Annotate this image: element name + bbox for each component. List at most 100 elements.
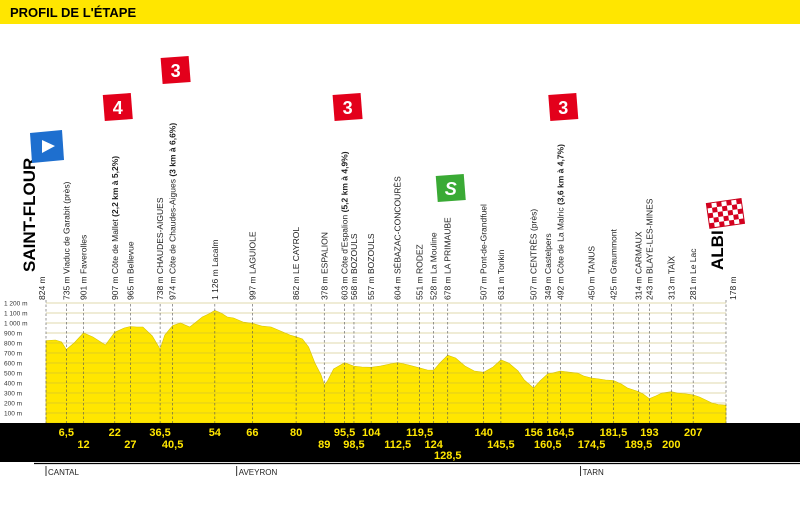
finish-flag-square xyxy=(709,222,715,229)
km-label: 193 xyxy=(640,427,658,439)
km-label: 124 xyxy=(424,439,443,451)
climb-badge-shape xyxy=(102,93,133,121)
region-label: TARN xyxy=(583,468,604,477)
place-label: 425 m Graummont xyxy=(608,229,618,300)
climb-badge-label: 3 xyxy=(171,61,181,81)
km-label: 27 xyxy=(124,439,136,451)
place-label: 450 m TANUS xyxy=(587,246,597,300)
place-label: 243 m BLAYE-LES-MINES xyxy=(644,198,654,300)
y-tick-label: 700 m xyxy=(4,351,22,358)
y-tick-label: 1 000 m xyxy=(4,321,28,328)
finish-flag-square xyxy=(707,212,714,219)
place-label: 378 m ESPALION xyxy=(319,232,329,300)
y-tick-label: 100 m xyxy=(4,411,22,418)
km-label: 174,5 xyxy=(578,439,606,451)
place-label: 862 m LE CAYROL xyxy=(291,227,301,300)
place-label: 528 m La Mouline xyxy=(429,232,439,300)
place-label: 631 m Tonkin xyxy=(496,249,506,300)
y-tick-label: 400 m xyxy=(4,381,22,388)
km-label: 160,5 xyxy=(534,439,562,451)
place-label: 965 m Bellevue xyxy=(125,241,135,300)
climb-badge-label: 3 xyxy=(343,98,353,118)
place-label: 901 m Faverolles xyxy=(79,235,89,300)
place-label: 314 m CARMAUX xyxy=(633,231,643,300)
start-name: SAINT-FLOUR xyxy=(20,158,39,272)
km-label: 12 xyxy=(77,439,89,451)
km-label: 104 xyxy=(362,427,381,439)
place-label: 604 m SÉBAZAC-CONCOURÈS xyxy=(393,176,403,300)
region-label: AVEYRON xyxy=(239,468,278,477)
km-label: 95,5 xyxy=(334,427,355,439)
km-label: 66 xyxy=(246,427,258,439)
km-label: 156 xyxy=(525,427,543,439)
finish-flag-square xyxy=(713,216,720,223)
place-label: 313 m TAÏX xyxy=(666,256,676,300)
play-icon xyxy=(42,140,55,153)
finish-flag-icon xyxy=(705,198,746,229)
finish-flag-square xyxy=(723,215,729,222)
finish-flag-square xyxy=(717,211,724,217)
km-label: 98,5 xyxy=(343,439,364,451)
finish-flag-square xyxy=(736,198,742,205)
km-label: 207 xyxy=(684,427,702,439)
finish-flag-square xyxy=(738,218,745,225)
km-label: 140 xyxy=(475,427,493,439)
sprint-badge-shape xyxy=(435,174,466,202)
y-tick-label: 200 m xyxy=(4,401,22,408)
finish-flag-square xyxy=(737,208,744,215)
finish-flag-square xyxy=(726,200,732,206)
finish-flag-square xyxy=(727,209,734,216)
climb-badge-shape xyxy=(332,93,363,121)
climb-badge-shape xyxy=(160,56,191,84)
finish-flag-square xyxy=(719,221,725,227)
km-label: 189,5 xyxy=(625,439,653,451)
place-label: 907 m Côte de Mallet (2,2 km à 5,2%) xyxy=(110,156,120,300)
finish-flag-square xyxy=(706,202,713,209)
climb-category-badge: 3 xyxy=(160,56,191,84)
place-label: 557 m BOZOULS xyxy=(366,233,376,300)
place-label: 678 m LA PRIMAUBE xyxy=(443,217,453,300)
y-tick-label: 1 200 m xyxy=(4,301,28,308)
y-tick-label: 1 100 m xyxy=(4,311,28,318)
km-label: 40,5 xyxy=(162,439,183,451)
place-label: 568 m BOZOULS xyxy=(349,233,359,300)
km-label: 36,5 xyxy=(149,427,170,439)
finish-flag-square xyxy=(731,204,738,210)
ground-band xyxy=(0,423,800,462)
profile-area xyxy=(45,310,727,424)
km-label: 181,5 xyxy=(600,427,628,439)
km-label: 22 xyxy=(109,427,121,439)
sprint-badge: S xyxy=(435,174,466,202)
place-label: 974 m Côte de Chaudes-Aigues (3 km à 6,6… xyxy=(168,123,178,300)
place-label: 1 126 m Lacalm xyxy=(210,240,220,300)
climb-badge-shape xyxy=(548,93,579,121)
sprint-badge-label: S xyxy=(445,179,457,199)
header-title: PROFIL DE L'ÉTAPE xyxy=(10,5,136,20)
km-label: 112,5 xyxy=(384,439,411,451)
km-label: 0 xyxy=(35,426,41,438)
climb-badge-label: 3 xyxy=(558,98,568,118)
km-label: 164,5 xyxy=(547,427,575,439)
finish-flag-square xyxy=(733,214,739,220)
y-tick-label: 300 m xyxy=(4,391,22,398)
place-label: 281 m Le Lac xyxy=(688,248,698,300)
km-label: 119,5 xyxy=(406,427,433,439)
km-label: 145,5 xyxy=(487,439,515,451)
climb-badge-label: 4 xyxy=(113,98,123,118)
finish-altitude: 178 m xyxy=(728,276,738,300)
finish-flag-square xyxy=(712,207,718,213)
y-tick-label: 800 m xyxy=(4,341,22,348)
climb-category-badge: 4 xyxy=(102,93,133,121)
place-label: 738 m CHAUDES-AIGUES xyxy=(155,197,165,300)
place-label: 492 m Côte de La Malric (3,6 km à 4,7%) xyxy=(555,144,565,300)
header-bar xyxy=(0,0,800,24)
place-label: 997 m LAGUIOLE xyxy=(247,231,257,300)
km-label: 200 xyxy=(662,439,680,451)
place-label: 735 m Viaduc de Garabit (près) xyxy=(61,181,71,300)
start-altitude: 824 m xyxy=(37,276,47,300)
km-label: 89 xyxy=(318,439,330,451)
place-label: 551 m RODEZ xyxy=(415,244,425,300)
place-label: 507 m CENTRÈS (près) xyxy=(529,209,539,300)
finish-name: ALBI xyxy=(708,230,727,270)
place-label: 507 m Pont-de-Grandfuel xyxy=(479,204,489,300)
